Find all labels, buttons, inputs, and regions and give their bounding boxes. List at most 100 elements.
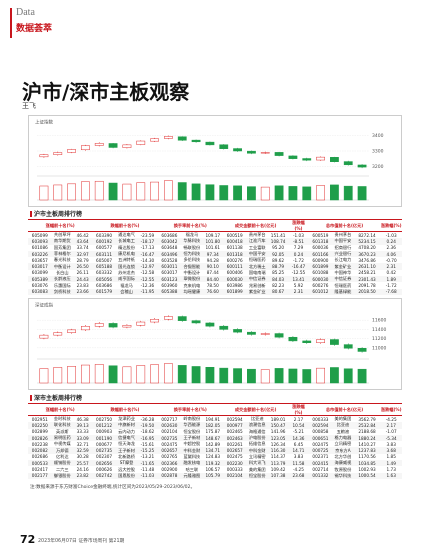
table-cell: 108.74 (267, 238, 289, 245)
candle-body (122, 325, 132, 328)
table-cell: -11.03 (137, 472, 158, 479)
table-cell: 002082 (28, 447, 52, 454)
table-cell: 600030 (222, 276, 247, 283)
volume-bar (260, 369, 270, 384)
table-cell: 600900 (312, 257, 329, 263)
table-cell: 109.17 (205, 232, 221, 238)
table-cell: 107.38 (267, 472, 289, 479)
header-cell: 涨跌幅(%) (288, 403, 309, 416)
table-cell: 长江电力 (334, 257, 352, 263)
table-cell: 116.30 (267, 447, 289, 454)
table-cell: 603099 (31, 270, 48, 276)
table-cell: -11.48 (140, 467, 155, 473)
header-cell: 成交金额前十名(亿元) (222, 219, 289, 232)
chart-title: 深证成指 (35, 302, 53, 309)
table-cell: -11.95 (137, 288, 158, 295)
table-cell: 美的集团 (334, 416, 352, 422)
table-cell: -16.47 (137, 250, 158, 258)
table-cell: 113.79 (267, 460, 289, 467)
table-cell: 多伦科技 (183, 257, 201, 263)
table-cell: -15.61 (140, 441, 155, 447)
table-cell: 603042 (157, 238, 182, 245)
ranking-table: 涨幅前十名(%) 跌幅前十名(%) 换手率前十名(%) 成交金额前十名(亿元) 涨跌幅(… (28, 403, 402, 479)
table-cell: 金时科技 (53, 416, 71, 422)
table-cell: 顺钠股份 (51, 460, 73, 467)
table-cell: 国电南瑞 (248, 269, 266, 275)
candle-body (67, 329, 76, 333)
table-cell: 84.40 (202, 276, 223, 283)
table-cell: 紫金矿业 (332, 263, 354, 270)
table-cell: 1.49 (380, 460, 402, 467)
table-cell: 126.34 (270, 441, 286, 447)
header-cell: 涨跌幅(%) (380, 219, 402, 232)
table-cell: 603226 (28, 250, 52, 258)
header-cell: 总市值前十名(亿元) (308, 219, 381, 232)
table-cell: 601579 (92, 288, 116, 295)
table-cell: 1237.83 (353, 447, 381, 454)
table-cell: 3670.23 (353, 250, 381, 258)
volume-bar (53, 367, 63, 384)
table-cell: 32.59 (72, 447, 93, 454)
table-cell: 23.68 (288, 472, 309, 479)
candle-body (330, 339, 339, 345)
table-cell: 600030 (308, 276, 333, 283)
table-cell: 002238 (31, 441, 48, 447)
table-cell: 26.50 (72, 263, 93, 270)
y-tick-label: 11400 (372, 327, 386, 333)
volume-bar (39, 185, 49, 201)
table-cell: 五粮液 (336, 428, 350, 434)
candle-body (150, 138, 159, 142)
table-cell: 沪电股份 (246, 434, 268, 442)
table-cell: 恒宝股份 (246, 472, 268, 479)
table-cell: 共创草坪 (53, 232, 71, 238)
table-cell: 605388 (157, 288, 182, 295)
table-cell: 翠微股份 (181, 276, 203, 283)
table-cell: 春光科技 (53, 257, 71, 263)
table-cell: 002878 (157, 472, 182, 479)
table-cell: 招商银行 (334, 244, 352, 250)
table-cell: 32.97 (72, 250, 93, 258)
table-cell: 002826 (28, 434, 52, 442)
section-title: 沪市主板周排行榜 (30, 209, 82, 218)
candle-body (233, 148, 242, 152)
table-cell: 中信证券 (332, 276, 354, 283)
header-cell: 涨跌幅(%) (288, 219, 309, 232)
table-cell: 002417 (31, 467, 48, 473)
table-cell: 13.41 (288, 276, 309, 283)
table-cell: 600111 (222, 263, 247, 270)
table-cell: 24.16 (76, 467, 89, 473)
candle-body (39, 154, 49, 158)
volume-bar (205, 184, 215, 201)
ranking-table: 涨幅前十名(%) 跌幅前十名(%) 换手率前十名(%) 成交金额前十名(亿元) 涨跌幅(… (28, 219, 402, 295)
table-row: 000533 顺钠股份 25.57 002656 ST摩登 -11.65 002366 融发核… (28, 460, 402, 467)
candle-body (205, 141, 215, 146)
table-cell: 605007 (96, 257, 113, 263)
chart-title: 上证指数 (35, 119, 53, 126)
table-cell: 剑桥科技 (51, 288, 73, 295)
table-cell: 601012 (308, 288, 333, 295)
candle-body (164, 316, 173, 320)
table-cell: 605188 (92, 263, 116, 270)
table-cell: 603017 (28, 263, 52, 270)
table-cell: 603986 (226, 283, 243, 289)
table-cell: 御银股份 (51, 472, 73, 479)
table-cell: 8272.14 (358, 232, 376, 238)
table-row: 002082 万邦德 32.59 002735 王子新材 -15.25 002657 中科金财… (28, 447, 402, 454)
volume-bar (122, 366, 132, 384)
table-cell: 001212 (92, 422, 116, 429)
table-cell: 000858 (312, 429, 329, 435)
table-cell: 英派斯 (55, 428, 69, 434)
table-cell: 易明医药 (51, 434, 73, 442)
table-cell: 中超控股 (183, 441, 201, 447)
table-cell: 比亚迪 (250, 416, 264, 422)
candle-body (316, 339, 325, 343)
table-cell: 46.38 (76, 416, 89, 422)
table-cell: 隆基绿能 (332, 288, 354, 295)
table-cell: 600276 (312, 283, 329, 289)
candle-body (288, 155, 298, 159)
table-cell: 畅联股份 (183, 244, 201, 250)
volume-bar (122, 183, 132, 201)
candle-body (274, 152, 284, 156)
table-cell: 2188.68 (358, 429, 376, 435)
candle-body (343, 161, 353, 166)
